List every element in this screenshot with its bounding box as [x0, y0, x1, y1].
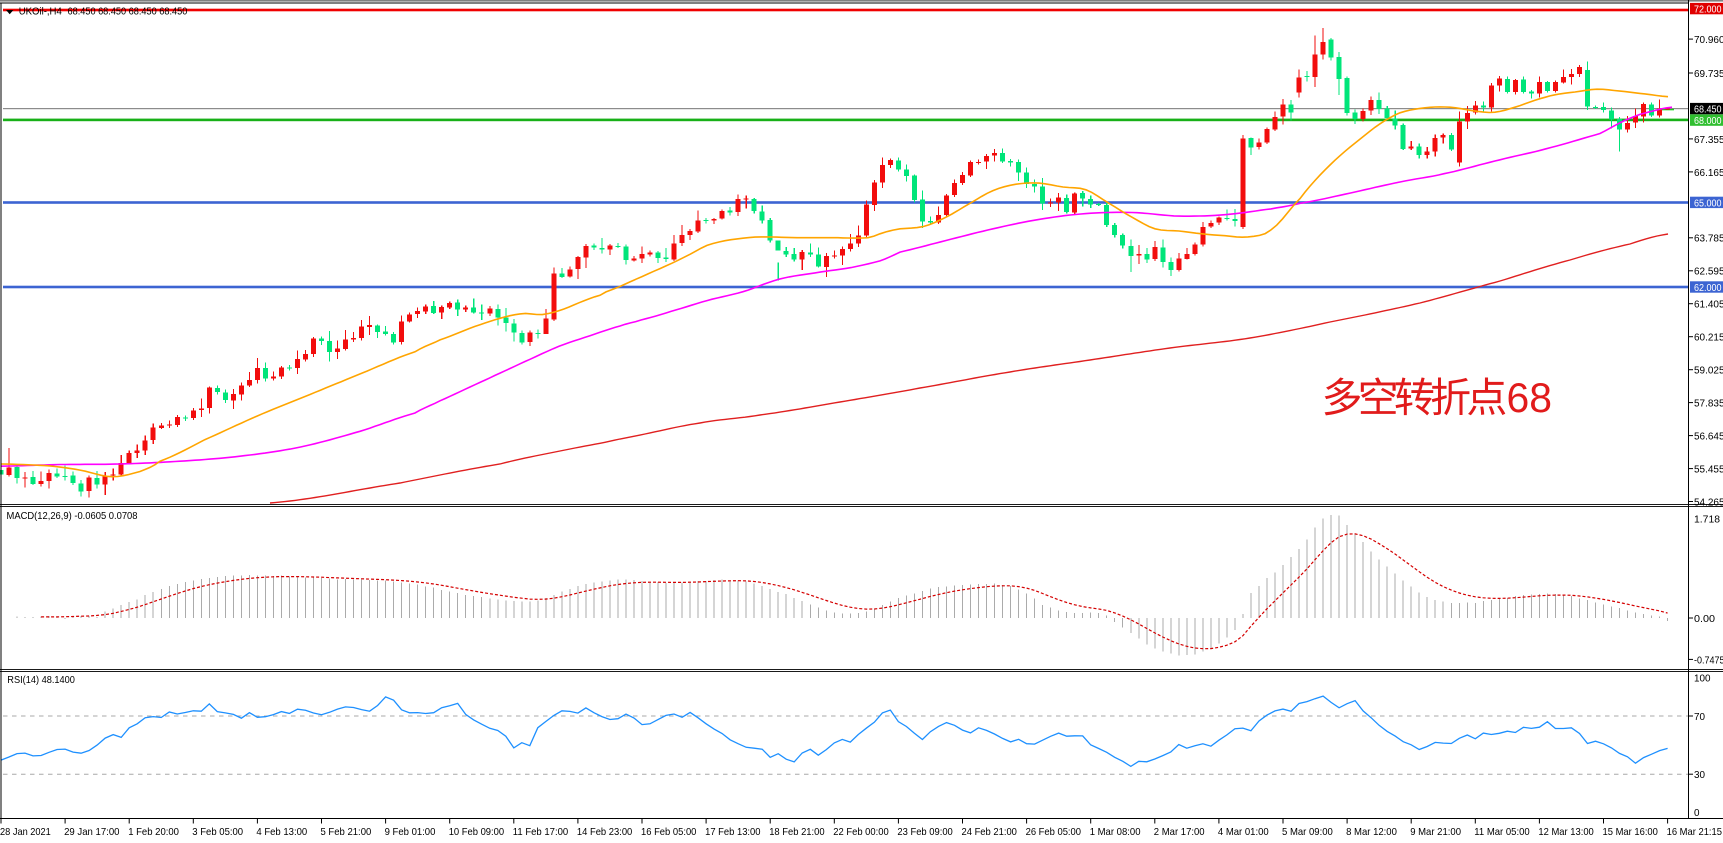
svg-text:2 Mar 17:00: 2 Mar 17:00	[1154, 827, 1205, 838]
svg-text:62.595: 62.595	[1694, 267, 1723, 278]
svg-text:3 Feb 05:00: 3 Feb 05:00	[192, 827, 243, 838]
svg-text:66.165: 66.165	[1694, 168, 1723, 179]
svg-text:12 Mar 13:00: 12 Mar 13:00	[1538, 827, 1594, 838]
svg-text:1 Mar 08:00: 1 Mar 08:00	[1090, 827, 1141, 838]
svg-text:23 Feb 09:00: 23 Feb 09:00	[897, 827, 953, 838]
svg-text:62.000: 62.000	[1694, 283, 1722, 294]
svg-text:22 Feb 00:00: 22 Feb 00:00	[833, 827, 889, 838]
svg-text:68.000: 68.000	[1694, 116, 1722, 127]
svg-text:61.405: 61.405	[1694, 300, 1723, 311]
svg-text:68.450 68.450 68.450 68.450: 68.450 68.450 68.450 68.450	[68, 5, 188, 17]
svg-text:16 Mar 21:15: 16 Mar 21:15	[1667, 827, 1723, 838]
svg-text:11 Feb 17:00: 11 Feb 17:00	[513, 827, 569, 838]
svg-text:60.215: 60.215	[1694, 333, 1723, 344]
svg-text:1.718: 1.718	[1694, 514, 1720, 525]
svg-text:55.455: 55.455	[1694, 465, 1723, 476]
svg-text:11 Mar 05:00: 11 Mar 05:00	[1474, 827, 1530, 838]
svg-text:16 Feb 05:00: 16 Feb 05:00	[641, 827, 697, 838]
svg-text:9 Feb 01:00: 9 Feb 01:00	[385, 827, 436, 838]
svg-text:9 Mar 21:00: 9 Mar 21:00	[1410, 827, 1461, 838]
svg-text:28 Jan 2021: 28 Jan 2021	[0, 827, 51, 838]
svg-text:0.00: 0.00	[1694, 614, 1715, 625]
svg-text:18 Feb 21:00: 18 Feb 21:00	[769, 827, 825, 838]
svg-text:70.960: 70.960	[1694, 35, 1723, 46]
svg-text:67.355: 67.355	[1694, 135, 1723, 146]
svg-text:57.835: 57.835	[1694, 399, 1723, 410]
svg-text:29 Jan 17:00: 29 Jan 17:00	[64, 827, 120, 838]
svg-text:5 Feb 21:00: 5 Feb 21:00	[321, 827, 372, 838]
svg-text:70: 70	[1694, 712, 1705, 723]
svg-text:63.785: 63.785	[1694, 234, 1723, 245]
svg-text:56.645: 56.645	[1694, 432, 1723, 443]
svg-text:17 Feb 13:00: 17 Feb 13:00	[705, 827, 761, 838]
svg-text:10 Feb 09:00: 10 Feb 09:00	[449, 827, 505, 838]
svg-text:26 Feb 05:00: 26 Feb 05:00	[1026, 827, 1082, 838]
svg-text:69.735: 69.735	[1694, 69, 1723, 80]
svg-text:65.000: 65.000	[1694, 198, 1722, 209]
svg-text:0: 0	[1694, 808, 1700, 819]
svg-text:14 Feb 23:00: 14 Feb 23:00	[577, 827, 633, 838]
svg-text:-0.7475: -0.7475	[1694, 655, 1723, 666]
svg-text:24 Feb 21:00: 24 Feb 21:00	[962, 827, 1018, 838]
svg-text:54.265: 54.265	[1694, 497, 1723, 508]
svg-text:4 Mar 01:00: 4 Mar 01:00	[1218, 827, 1269, 838]
svg-text:4 Feb 13:00: 4 Feb 13:00	[256, 827, 307, 838]
svg-text:1 Feb 20:00: 1 Feb 20:00	[128, 827, 179, 838]
svg-text:68: 68	[1507, 374, 1553, 421]
svg-text:5 Mar 09:00: 5 Mar 09:00	[1282, 827, 1333, 838]
svg-text:100: 100	[1694, 673, 1711, 684]
svg-text:72.000: 72.000	[1694, 5, 1722, 16]
svg-text:59.025: 59.025	[1694, 366, 1723, 377]
svg-text:UKOil-,H4: UKOil-,H4	[19, 5, 62, 17]
svg-text:15 Mar 16:00: 15 Mar 16:00	[1603, 827, 1659, 838]
svg-text:MACD(12,26,9) -0.0605 0.0708: MACD(12,26,9) -0.0605 0.0708	[7, 511, 138, 522]
svg-text:68.450: 68.450	[1694, 105, 1722, 116]
svg-text:8 Mar 12:00: 8 Mar 12:00	[1346, 827, 1397, 838]
svg-text:RSI(14) 48.1400: RSI(14) 48.1400	[7, 675, 75, 686]
svg-text:30: 30	[1694, 770, 1705, 781]
